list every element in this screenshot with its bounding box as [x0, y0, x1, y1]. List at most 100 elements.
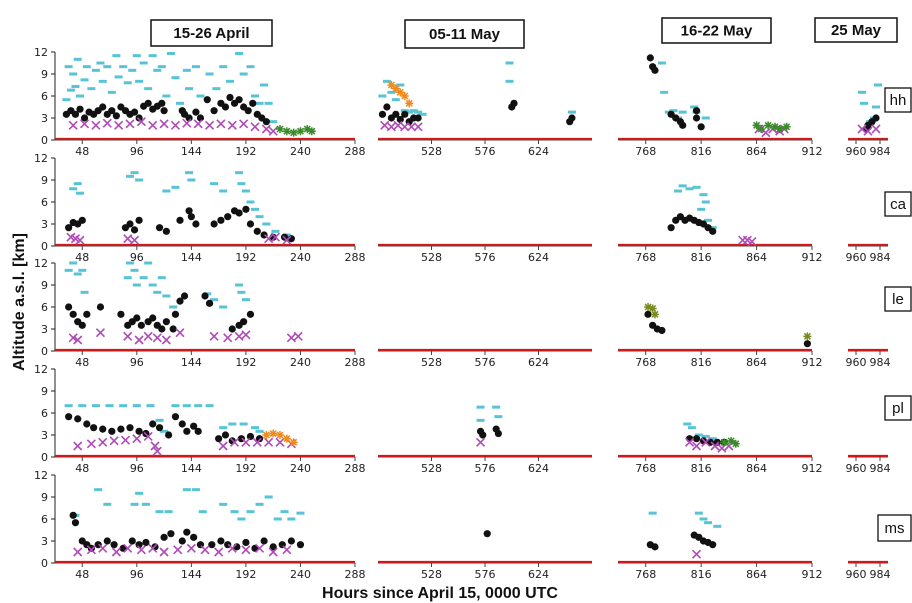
- point-cyan: [144, 261, 153, 265]
- y-tick-label: 0: [41, 557, 48, 570]
- point-magenta: [413, 122, 423, 132]
- point-black: [149, 420, 157, 428]
- point-cyan: [230, 510, 239, 514]
- x-tick-label: 144: [181, 251, 202, 264]
- x-tick-label: 816: [691, 251, 712, 264]
- point-magenta: [241, 437, 251, 447]
- point-cyan: [219, 426, 228, 430]
- point-black: [176, 297, 184, 305]
- point-cyan: [185, 171, 194, 175]
- point-cyan: [78, 268, 87, 272]
- y-tick-label: 12: [34, 46, 48, 59]
- point-cyan: [273, 517, 282, 521]
- y-tick-label: 0: [41, 134, 48, 147]
- point-magenta: [143, 331, 153, 341]
- point-black: [255, 435, 264, 443]
- point-black: [296, 541, 305, 549]
- point-cyan: [860, 101, 868, 105]
- point-cyan: [567, 110, 576, 114]
- point-magenta: [252, 437, 262, 447]
- point-cyan: [112, 54, 121, 58]
- point-magenta: [120, 435, 131, 445]
- point-magenta: [250, 122, 260, 132]
- point-magenta: [218, 441, 228, 451]
- point-green: [752, 121, 761, 130]
- point-cyan: [872, 105, 880, 109]
- point-black: [137, 321, 145, 329]
- x-tick-label: 624: [528, 568, 549, 581]
- point-cyan: [76, 191, 84, 195]
- point-magenta: [170, 120, 181, 130]
- x-tick-label: 960: [846, 251, 867, 264]
- point-cyan: [694, 511, 703, 515]
- point-cyan: [62, 98, 71, 102]
- point-cyan: [701, 116, 710, 120]
- point-magenta: [747, 237, 757, 247]
- point-cyan: [148, 54, 157, 58]
- x-tick-label: 864: [746, 568, 767, 581]
- point-cyan: [185, 87, 194, 91]
- point-cyan: [690, 105, 699, 109]
- point-cyan: [64, 65, 73, 69]
- point-black: [685, 435, 694, 443]
- point-cyan: [858, 90, 866, 94]
- x-tick-label: 624: [528, 356, 549, 369]
- point-cyan: [73, 57, 82, 61]
- point-black: [71, 110, 80, 118]
- point-cyan: [157, 276, 166, 280]
- point-magenta: [241, 545, 251, 555]
- point-black: [149, 314, 157, 322]
- point-magenta: [173, 545, 183, 555]
- point-magenta: [241, 330, 251, 340]
- point-magenta: [132, 434, 142, 444]
- point-cyan: [128, 68, 137, 72]
- point-cyan: [219, 305, 228, 309]
- x-tick-label: 912: [802, 356, 823, 369]
- point-cyan: [246, 65, 255, 69]
- point-black: [217, 216, 225, 224]
- point-green: [782, 122, 791, 131]
- point-olive: [803, 332, 812, 341]
- x-tick-label: 144: [181, 568, 202, 581]
- point-magenta: [143, 431, 153, 442]
- point-magenta: [863, 126, 873, 136]
- point-black: [201, 292, 209, 300]
- y-tick-label: 6: [41, 301, 48, 314]
- point-green: [775, 125, 784, 133]
- point-black: [112, 112, 120, 120]
- point-cyan: [701, 434, 710, 438]
- point-cyan: [418, 112, 427, 116]
- x-tick-label: 912: [802, 568, 823, 581]
- point-black: [803, 340, 811, 348]
- point-magenta: [227, 543, 237, 553]
- point-black: [269, 543, 277, 551]
- point-magenta: [109, 436, 119, 446]
- x-tick-label: 912: [802, 145, 823, 158]
- point-cyan: [103, 502, 112, 506]
- y-tick-label: 6: [41, 513, 48, 526]
- x-tick-label: 192: [235, 568, 256, 581]
- point-orange: [276, 431, 284, 439]
- point-cyan: [182, 404, 191, 408]
- period-header-box: [661, 17, 772, 44]
- point-cyan: [171, 404, 180, 408]
- point-cyan: [64, 404, 73, 408]
- point-magenta: [216, 119, 226, 129]
- point-cyan: [69, 187, 78, 191]
- point-cyan: [146, 404, 155, 408]
- x-tick-label: 576: [475, 145, 496, 158]
- point-magenta: [204, 120, 215, 130]
- point-black: [697, 123, 705, 131]
- x-tick-label: 96: [130, 145, 144, 158]
- x-tick-label: 528: [421, 145, 442, 158]
- y-tick-label: 9: [41, 174, 48, 187]
- point-cyan: [414, 110, 423, 114]
- site-label-box: [884, 286, 912, 312]
- point-cyan: [287, 517, 296, 521]
- point-cyan: [685, 187, 694, 191]
- point-magenta: [86, 545, 96, 555]
- point-cyan: [241, 189, 250, 193]
